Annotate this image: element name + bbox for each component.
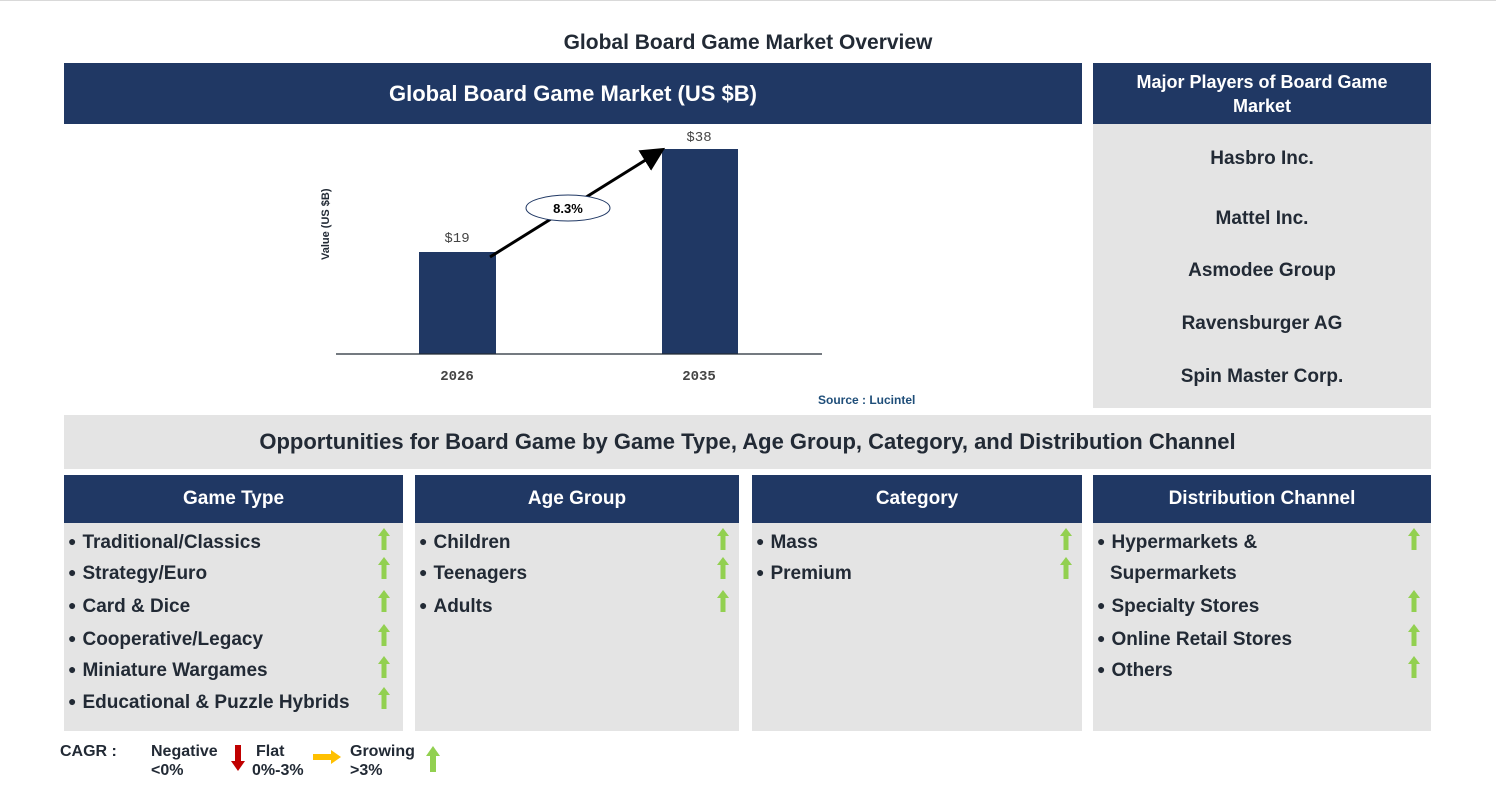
growth-up-arrow-icon: [1060, 557, 1072, 579]
player-item: Mattel Inc.: [1215, 208, 1309, 229]
legend-growing: Growing >3%: [350, 742, 415, 780]
bar-2035: [662, 149, 738, 354]
list-item: ● Adults: [419, 596, 493, 617]
legend-negative-range: <0%: [151, 762, 184, 779]
growth-up-arrow-icon: [378, 528, 390, 550]
list-item: ● Miniature Wargames: [68, 660, 268, 681]
player-item: Asmodee Group: [1188, 260, 1336, 281]
source-note: Source : Lucintel: [818, 393, 916, 407]
growth-up-arrow-icon: [717, 557, 729, 579]
growth-up-arrow-icon: [378, 687, 390, 709]
column-header-category: Category: [752, 475, 1082, 523]
list-item: ● Children: [419, 532, 511, 553]
growth-up-arrow-icon: [378, 557, 390, 579]
list-item: ● Cooperative/Legacy: [68, 629, 264, 650]
market-chart-header: Global Board Game Market (US $B): [64, 63, 1082, 124]
players-header: Major Players of Board Game Market: [1093, 63, 1431, 124]
negative-down-arrow-icon: [231, 745, 245, 771]
list-item: ● Others: [1097, 660, 1173, 681]
list-item: ● Teenagers: [419, 563, 528, 584]
growth-up-arrow-icon: [1408, 624, 1420, 646]
column-body-distribution-channel: ● Hypermarkets & Supermarkets ● Specialty …: [1093, 523, 1431, 731]
list-item: ● Online Retail Stores: [1097, 629, 1293, 650]
legend-title: CAGR :: [60, 743, 117, 760]
list-item: ● Mass: [756, 532, 818, 553]
legend-flat-range: 0%-3%: [252, 762, 304, 779]
growth-up-arrow-icon: [1408, 528, 1420, 550]
bar-2026: [419, 252, 496, 354]
column-body-game-type: ● Traditional/Classics ● Strategy/Euro ● Ca…: [64, 523, 403, 731]
player-item: Spin Master Corp.: [1180, 366, 1344, 387]
legend-flat: Flat 0%-3%: [252, 742, 304, 780]
legend-negative-label: Negative: [151, 743, 218, 760]
growing-up-arrow-icon: [426, 746, 440, 772]
y-axis-label: Value (US $B): [320, 188, 332, 260]
list-item: ● Card & Dice: [68, 596, 191, 617]
legend-negative: Negative <0%: [151, 742, 218, 780]
column-body-age-group: ● Children ● Teenagers ● Adults: [415, 523, 739, 731]
legend-flat-label: Flat: [256, 743, 285, 760]
legend-growing-label: Growing: [350, 743, 415, 760]
list-item: ● Educational & Puzzle Hybrids: [68, 692, 350, 713]
players-list: Hasbro Inc. Mattel Inc. Asmodee Group Ra…: [1093, 124, 1431, 408]
list-item: ● Specialty Stores: [1097, 596, 1260, 617]
column-header-age-group: Age Group: [415, 475, 739, 523]
list-item: ● Strategy/Euro: [68, 563, 208, 584]
opportunities-banner: Opportunities for Board Game by Game Typ…: [64, 415, 1431, 469]
player-item: Ravensburger AG: [1181, 313, 1343, 334]
growth-up-arrow-icon: [378, 656, 390, 678]
legend-growing-range: >3%: [350, 762, 383, 779]
growth-up-arrow-icon: [378, 624, 390, 646]
player-item: Hasbro Inc.: [1210, 148, 1314, 169]
growth-up-arrow-icon: [1060, 528, 1072, 550]
page-title: Global Board Game Market Overview: [563, 31, 933, 54]
x-tick-2035: 2035: [682, 369, 716, 385]
growth-up-arrow-icon: [717, 590, 729, 612]
list-item-continuation: Supermarkets: [1110, 563, 1237, 584]
growth-up-arrow-icon: [1408, 590, 1420, 612]
cagr-ellipse: [525, 194, 611, 222]
chart-canvas: $19 $38 8.3% 2026 2035: [336, 130, 822, 385]
list-item: ● Premium: [756, 563, 852, 584]
cagr-label: 8.3%: [553, 201, 583, 216]
column-header-game-type: Game Type: [64, 475, 403, 523]
list-item: ● Hypermarkets &: [1097, 532, 1258, 553]
value-label-2026: $19: [444, 231, 469, 247]
value-label-2035: $38: [686, 130, 711, 146]
market-bar-chart: $19 $38 8.3% 2026 2035 Value (US $B): [300, 124, 940, 408]
x-tick-2026: 2026: [440, 369, 474, 385]
column-body-category: ● Mass ● Premium: [752, 523, 1082, 731]
list-item: ● Traditional/Classics: [68, 532, 261, 553]
growth-up-arrow-icon: [717, 528, 729, 550]
column-header-distribution-channel: Distribution Channel: [1093, 475, 1431, 523]
growth-up-arrow-icon: [378, 590, 390, 612]
growth-up-arrow-icon: [1408, 656, 1420, 678]
flat-right-arrow-icon: [313, 750, 341, 764]
